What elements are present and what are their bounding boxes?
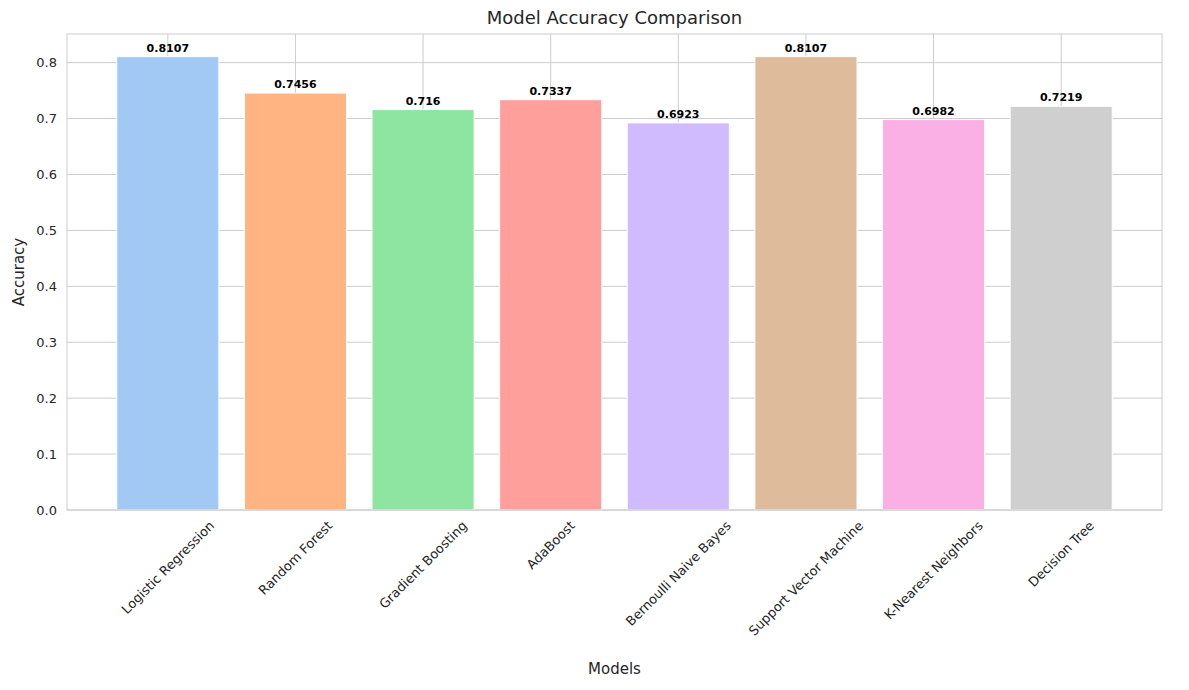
tick-label: 0.8 xyxy=(36,55,57,70)
tick-label: 0.3 xyxy=(36,335,57,350)
data-label: 0.716 xyxy=(406,95,441,108)
tick-label: 0.4 xyxy=(36,279,57,294)
tick-label: K-Nearest Neighbors xyxy=(881,518,986,623)
grid-line xyxy=(67,398,1162,399)
tick-label: 0.6 xyxy=(36,167,57,182)
bar xyxy=(117,57,219,510)
data-label: 0.8107 xyxy=(147,42,189,55)
title: Model Accuracy Comparison xyxy=(487,7,742,28)
bar xyxy=(883,120,985,510)
tick-label: Random Forest xyxy=(256,518,336,598)
grid-line xyxy=(67,118,1162,119)
data-label: 0.7456 xyxy=(274,78,317,91)
tick-label: 0.7 xyxy=(36,111,57,126)
bar xyxy=(500,100,602,510)
grid-line xyxy=(67,342,1162,343)
bar xyxy=(627,123,729,510)
x-axis-label: Models xyxy=(588,660,641,678)
data-label: 0.7337 xyxy=(529,85,571,98)
tick-label: 0.0 xyxy=(36,503,57,518)
grid-line xyxy=(67,62,1162,63)
tick-label: 0.2 xyxy=(36,391,57,406)
grid-line xyxy=(67,286,1162,287)
tick-label: Decision Tree xyxy=(1025,518,1097,590)
bar xyxy=(244,93,346,510)
data-label: 0.6982 xyxy=(912,105,954,118)
grid-line xyxy=(67,174,1162,175)
frame xyxy=(67,34,1162,510)
bar xyxy=(372,110,474,510)
chart: 0.0 0.1 0.2 0.3 0.4 0.5 0.6 0.7 0.8 0.8107 0.7456 0… xyxy=(0,0,1189,690)
plot-area xyxy=(67,34,1162,510)
data-label: 0.8107 xyxy=(785,42,827,55)
tick-label: 0.5 xyxy=(36,223,57,238)
tick-label: Logistic Regression xyxy=(118,518,217,617)
bar xyxy=(1010,106,1112,510)
bars xyxy=(117,57,1112,510)
grid-line xyxy=(67,230,1162,231)
tick-label: Support Vector Machine xyxy=(746,518,867,639)
y-axis-label: Accuracy xyxy=(10,238,28,307)
data-label: 0.6923 xyxy=(657,108,699,121)
tick-label: Bernoulli Naive Bayes xyxy=(623,518,734,629)
bar xyxy=(755,57,857,510)
tick-label: Gradient Boosting xyxy=(376,518,470,612)
tick-label: AdaBoost xyxy=(524,518,578,572)
data-label: 0.7219 xyxy=(1040,91,1082,104)
tick-label: 0.1 xyxy=(36,447,57,462)
grid-line xyxy=(67,454,1162,455)
